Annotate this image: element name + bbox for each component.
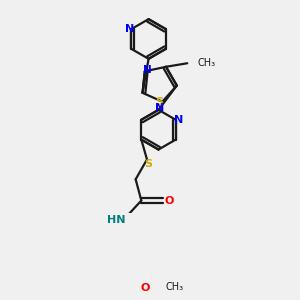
Text: N: N (154, 103, 164, 113)
Text: CH₃: CH₃ (197, 58, 215, 68)
Text: O: O (165, 196, 174, 206)
Text: S: S (144, 159, 152, 169)
Text: HN: HN (106, 215, 125, 225)
Text: N: N (124, 24, 134, 34)
Text: CH₃: CH₃ (165, 282, 184, 292)
Text: O: O (141, 284, 150, 293)
Text: S: S (155, 98, 164, 107)
Text: N: N (142, 65, 151, 75)
Text: N: N (174, 116, 183, 125)
